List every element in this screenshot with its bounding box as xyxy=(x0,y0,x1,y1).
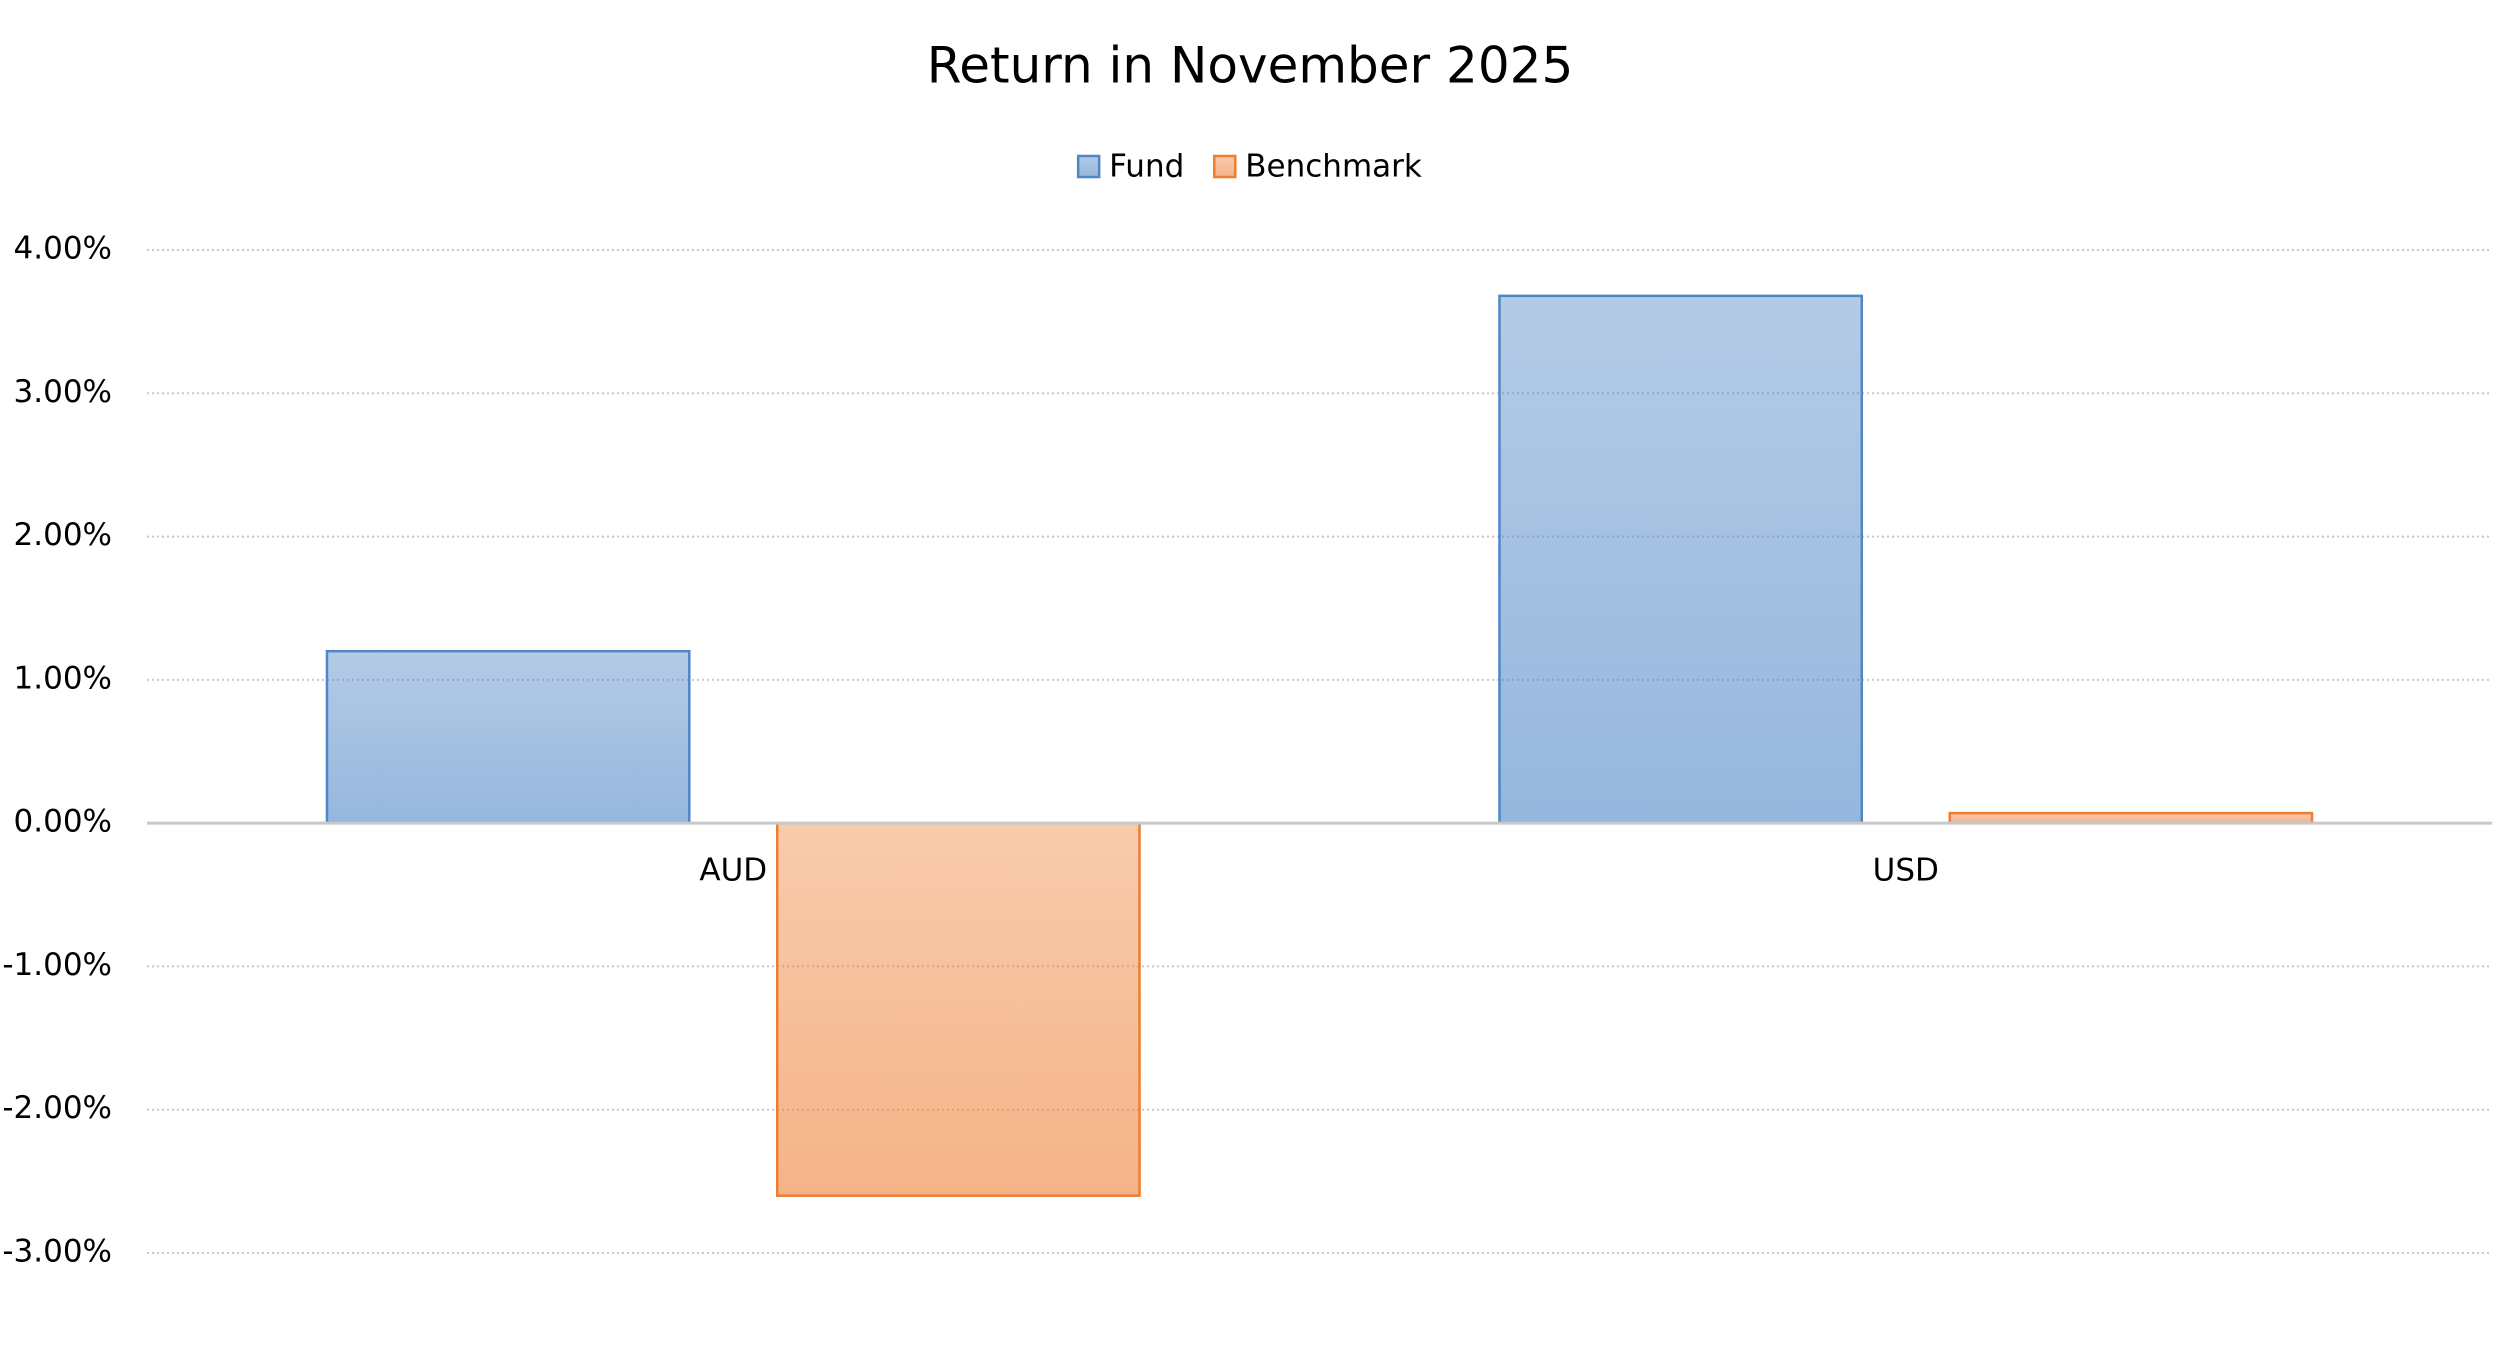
y-tick-label: -3.00% xyxy=(2,1234,112,1270)
y-tick-label: 3.00% xyxy=(14,374,112,410)
bar xyxy=(775,821,1141,1197)
legend-swatch xyxy=(1076,154,1101,179)
x-tick-label: AUD xyxy=(699,853,767,889)
y-tick-label: 2.00% xyxy=(14,517,112,553)
y-tick-label: 0.00% xyxy=(14,804,112,840)
legend-swatch xyxy=(1213,154,1237,179)
bar xyxy=(1948,811,2314,825)
x-tick-label: USD xyxy=(1873,853,1939,889)
y-tick-label: 1.00% xyxy=(14,660,112,696)
legend-label: Fund xyxy=(1109,149,1184,185)
bar xyxy=(325,649,691,825)
y-tick-label: -2.00% xyxy=(2,1090,112,1126)
legend-label: Benchmark xyxy=(1245,149,1422,185)
y-tick-label: -1.00% xyxy=(2,947,112,983)
y-tick-label: 4.00% xyxy=(14,231,112,267)
chart-title: Return in November 2025 xyxy=(927,37,1574,95)
bar xyxy=(1498,294,1864,825)
